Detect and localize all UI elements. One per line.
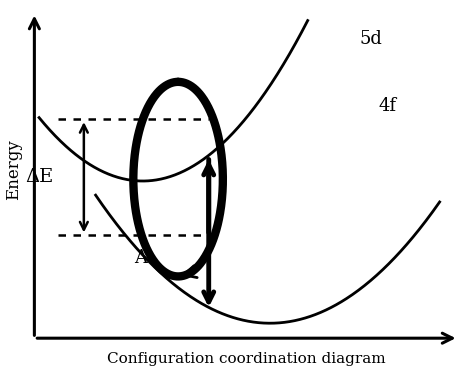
Text: A: A [134,249,147,267]
Text: ΔE: ΔE [25,168,53,186]
Text: Energy: Energy [5,139,22,200]
Text: Configuration coordination diagram: Configuration coordination diagram [107,352,386,366]
Text: 5d: 5d [359,30,383,48]
Text: 4f: 4f [378,97,396,115]
